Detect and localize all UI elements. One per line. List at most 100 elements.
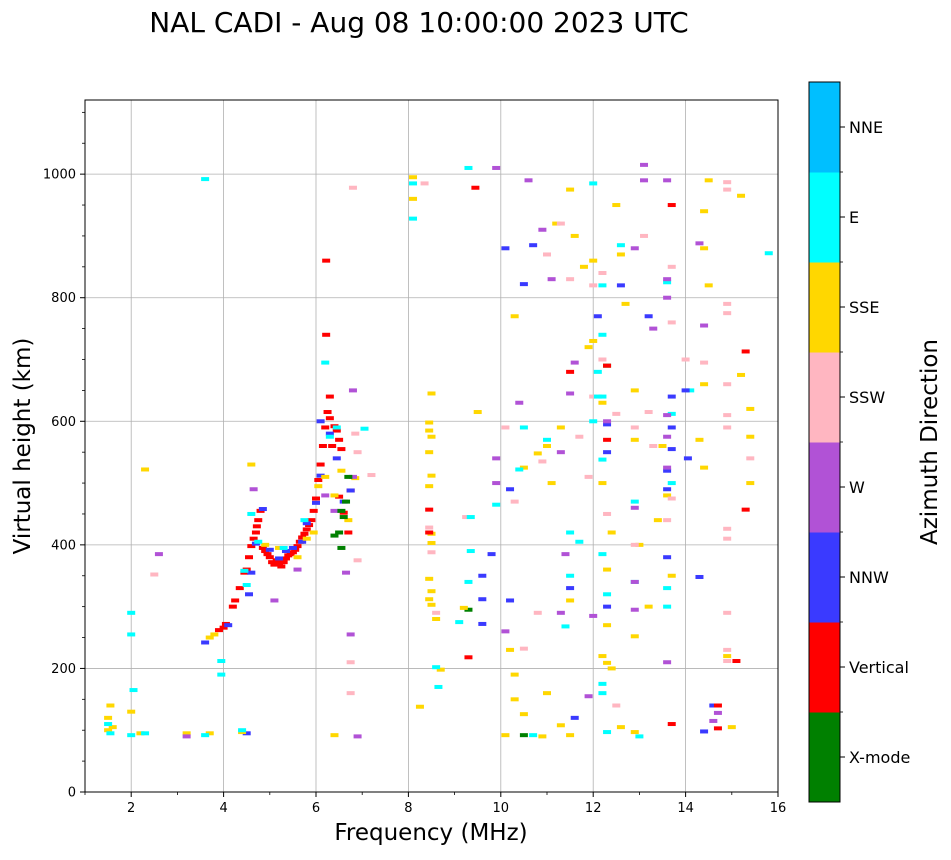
echo-point-sse <box>309 530 318 535</box>
y-tick-label: 0 <box>68 786 76 801</box>
echo-point-sse <box>547 481 556 486</box>
echo-point-ssw <box>425 525 434 530</box>
echo-point-vertical <box>247 544 256 549</box>
echo-point-sse <box>630 388 639 393</box>
echo-point-w <box>561 552 570 557</box>
echo-point-sse <box>141 467 150 472</box>
echo-point-nnw <box>478 597 487 602</box>
echo-point-sse <box>247 462 256 467</box>
echo-point-sse <box>746 406 755 411</box>
echo-point-sse <box>621 301 630 306</box>
echo-point-nnw <box>667 394 676 399</box>
echo-point-nnw <box>224 623 233 628</box>
echo-point-e <box>515 467 524 472</box>
echo-point-vertical <box>471 185 480 190</box>
echo-point-w <box>663 178 672 183</box>
echo-point-ssw <box>348 185 357 190</box>
echo-point-nnw <box>487 552 496 557</box>
echo-point-ssw <box>746 456 755 461</box>
echo-point-ssw <box>640 233 649 238</box>
echo-point-vertical <box>322 258 331 263</box>
echo-point-sse <box>589 258 598 263</box>
echo-point-vertical <box>328 444 337 448</box>
echo-point-e <box>434 684 443 689</box>
echo-point-ssw <box>150 572 159 577</box>
echo-point-sse <box>293 555 302 560</box>
echo-point-sse <box>667 573 676 578</box>
x-tick-label: 14 <box>677 801 694 816</box>
colorbar-swatch-sse <box>809 262 840 353</box>
echo-point-e <box>575 539 584 544</box>
echo-point-sse <box>589 338 598 343</box>
colorbar-label-ssw: SSW <box>849 388 885 407</box>
echo-point-ssw <box>723 382 732 387</box>
echo-point-ssw <box>603 511 612 516</box>
echo-point-ssw <box>589 394 598 399</box>
echo-point-w <box>649 326 658 331</box>
echo-point-sse <box>566 187 575 192</box>
echo-point-sse <box>409 196 418 201</box>
echo-point-e <box>240 568 249 573</box>
echo-point-w <box>515 400 524 405</box>
echo-point-nnw <box>281 549 290 554</box>
echo-point-nnw <box>265 547 274 552</box>
echo-point-nnw <box>644 314 653 319</box>
echo-point-w <box>603 419 612 424</box>
echo-point-nnw <box>245 592 254 597</box>
echo-point-sse <box>700 382 709 387</box>
echo-point-sse <box>425 484 434 489</box>
echo-point-ssw <box>367 473 376 478</box>
echo-point-w <box>353 734 362 739</box>
echo-point-ssw <box>700 360 709 365</box>
echo-point-w <box>348 388 357 393</box>
echo-point-w <box>663 295 672 300</box>
echo-point-vertical <box>293 544 302 549</box>
echo-point-sse <box>653 518 662 523</box>
echo-point-sse <box>415 704 424 709</box>
y-tick-label: 400 <box>51 538 76 553</box>
echo-point-ssw <box>612 411 621 416</box>
echo-point-w <box>293 567 302 572</box>
colorbar-frame <box>808 81 841 803</box>
x-tick-label: 6 <box>312 801 320 816</box>
colorbar-swatch-vertical <box>809 622 840 713</box>
echo-point-sse <box>425 420 434 425</box>
echo-point-sse <box>723 654 732 659</box>
echo-point-ssw <box>667 320 676 325</box>
echo-point-ssw <box>723 536 732 541</box>
colorbar-swatch-e <box>809 172 840 263</box>
echo-point-nnw <box>501 246 510 251</box>
echo-point-nnw <box>478 621 487 626</box>
echo-point-x-mode <box>519 733 528 738</box>
echo-point-sse <box>616 252 625 257</box>
echo-point-ssw <box>510 499 519 504</box>
echo-point-sse <box>425 428 434 433</box>
echo-point-w <box>695 241 704 246</box>
echo-point-sse <box>630 437 639 442</box>
echo-point-sse <box>543 691 551 696</box>
echo-point-vertical <box>425 530 434 535</box>
echo-point-ssw <box>589 283 598 288</box>
echo-point-ssw <box>519 646 528 651</box>
echo-point-e <box>106 731 115 736</box>
echo-point-sse <box>519 465 528 470</box>
y-tick-label: 1000 <box>43 168 76 183</box>
echo-point-nnw <box>332 456 341 461</box>
echo-point-w <box>182 734 191 739</box>
echo-point-sse <box>737 372 746 377</box>
echo-point-e <box>603 730 612 735</box>
echo-point-e <box>247 511 256 516</box>
echo-point-vertical <box>251 530 260 535</box>
echo-point-ssw <box>538 459 547 464</box>
echo-point-vertical <box>425 507 434 512</box>
echo-point-vertical <box>325 394 334 399</box>
echo-point-e <box>129 688 138 693</box>
echo-point-e <box>635 734 644 739</box>
echo-point-sse <box>314 484 323 489</box>
echo-point-nnw <box>695 574 704 579</box>
echo-point-e <box>254 539 263 544</box>
echo-point-w <box>547 277 556 282</box>
echo-point-w <box>556 450 565 455</box>
echo-point-sse <box>704 178 713 183</box>
echo-point-sse <box>436 667 445 672</box>
